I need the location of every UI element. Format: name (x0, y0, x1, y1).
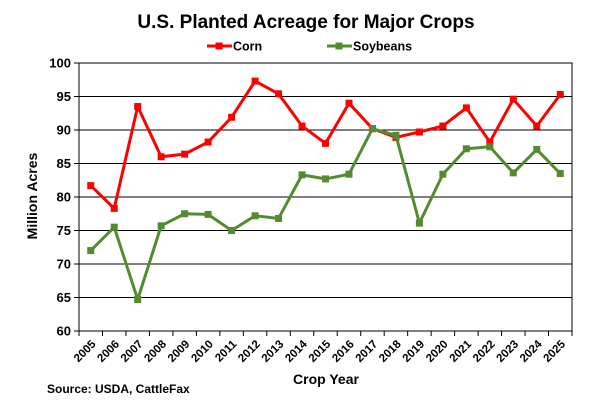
gridlines (79, 62, 572, 332)
data-point-soybeans (392, 131, 400, 139)
data-point-soybeans (228, 227, 236, 234)
data-point-corn (110, 204, 118, 212)
data-point-corn (157, 153, 165, 161)
data-point-soybeans (486, 143, 494, 151)
chart-title: U.S. Planted Acreage for Major Crops (137, 12, 474, 33)
data-point-corn (439, 122, 447, 130)
legend-label-corn: Corn (233, 40, 262, 54)
x-tick-label: 2012 (236, 338, 263, 365)
data-point-soybeans (181, 210, 189, 218)
legend-label-soybeans: Soybeans (353, 40, 412, 54)
data-point-soybeans (251, 212, 259, 220)
data-point-soybeans (439, 170, 447, 178)
data-point-corn (251, 77, 259, 85)
y-tick-label: 95 (57, 89, 71, 104)
data-point-soybeans (345, 170, 353, 178)
x-tick-label: 2025 (541, 338, 568, 365)
y-tick-label: 70 (57, 257, 71, 272)
x-tick-label: 2007 (119, 338, 146, 365)
y-tick-label: 100 (49, 56, 71, 71)
x-tick-label: 2005 (72, 338, 99, 365)
x-tick-label: 2016 (330, 338, 357, 365)
x-tick-label: 2011 (213, 338, 240, 365)
data-point-soybeans (134, 296, 142, 304)
data-point-soybeans (368, 125, 376, 133)
x-tick-label: 2009 (166, 338, 193, 365)
data-point-corn (345, 99, 353, 107)
y-axis-label: Million Acres (24, 152, 40, 239)
data-point-soybeans (110, 223, 118, 231)
x-tick-label: 2017 (354, 338, 381, 365)
legend-item-corn: Corn (207, 40, 262, 54)
series-soybeans (87, 125, 564, 304)
x-tick-label: 2022 (471, 338, 498, 365)
x-tick-label: 2018 (377, 338, 404, 365)
data-point-corn (322, 139, 329, 147)
data-point-soybeans (298, 171, 306, 179)
x-tick-label: 2024 (518, 338, 545, 365)
data-point-corn (204, 138, 212, 146)
x-tick-label: 2010 (189, 338, 216, 365)
data-point-soybeans (322, 175, 329, 183)
data-point-corn (533, 122, 541, 130)
legend-marker-soybeans (335, 42, 343, 50)
series-corn (87, 77, 564, 212)
data-point-corn (87, 182, 95, 190)
legend-marker-corn (215, 42, 223, 50)
x-tick-label: 2019 (401, 338, 428, 365)
data-point-corn (556, 90, 564, 98)
x-tick-label: 2014 (283, 338, 310, 365)
data-point-soybeans (509, 169, 517, 177)
x-tick-label: 2023 (495, 338, 522, 365)
data-point-soybeans (87, 247, 95, 255)
y-tick-label: 85 (57, 156, 71, 171)
x-tick-label: 2020 (424, 338, 451, 365)
data-point-soybeans (415, 219, 423, 227)
data-point-soybeans (204, 210, 212, 218)
data-point-soybeans (157, 222, 165, 230)
data-point-corn (275, 90, 283, 98)
y-tick-label: 60 (57, 324, 71, 339)
y-tick-label: 90 (57, 123, 71, 138)
source-note: Source: USDA, CattleFax (47, 382, 190, 396)
data-point-corn (134, 103, 142, 111)
data-point-corn (181, 150, 189, 158)
data-point-corn (228, 113, 236, 121)
x-axis-label: Crop Year (293, 371, 359, 387)
legend: Corn Soybeans (207, 40, 412, 54)
data-point-soybeans (556, 170, 564, 178)
data-point-corn (298, 122, 306, 130)
data-point-corn (509, 95, 517, 103)
x-tick-label: 2008 (142, 338, 169, 365)
data-point-soybeans (275, 214, 283, 222)
data-point-corn (415, 128, 423, 136)
x-tick-label: 2015 (307, 338, 334, 365)
y-tick-label: 80 (57, 190, 71, 205)
x-tick-label: 2006 (95, 338, 122, 365)
x-axis-ticks: 2005200620072008200920102011201220132014… (72, 331, 573, 365)
y-tick-label: 75 (57, 223, 71, 238)
data-point-corn (462, 104, 470, 112)
x-tick-label: 2021 (448, 338, 475, 365)
y-axis-ticks: 60 65 70 75 80 85 90 95 100 (49, 56, 79, 339)
series-lines (87, 77, 564, 304)
data-point-soybeans (462, 145, 470, 153)
data-point-corn (486, 138, 494, 146)
x-tick-label: 2013 (260, 338, 287, 365)
data-point-soybeans (533, 145, 541, 153)
legend-item-soybeans: Soybeans (327, 40, 412, 54)
y-tick-label: 65 (57, 290, 71, 305)
